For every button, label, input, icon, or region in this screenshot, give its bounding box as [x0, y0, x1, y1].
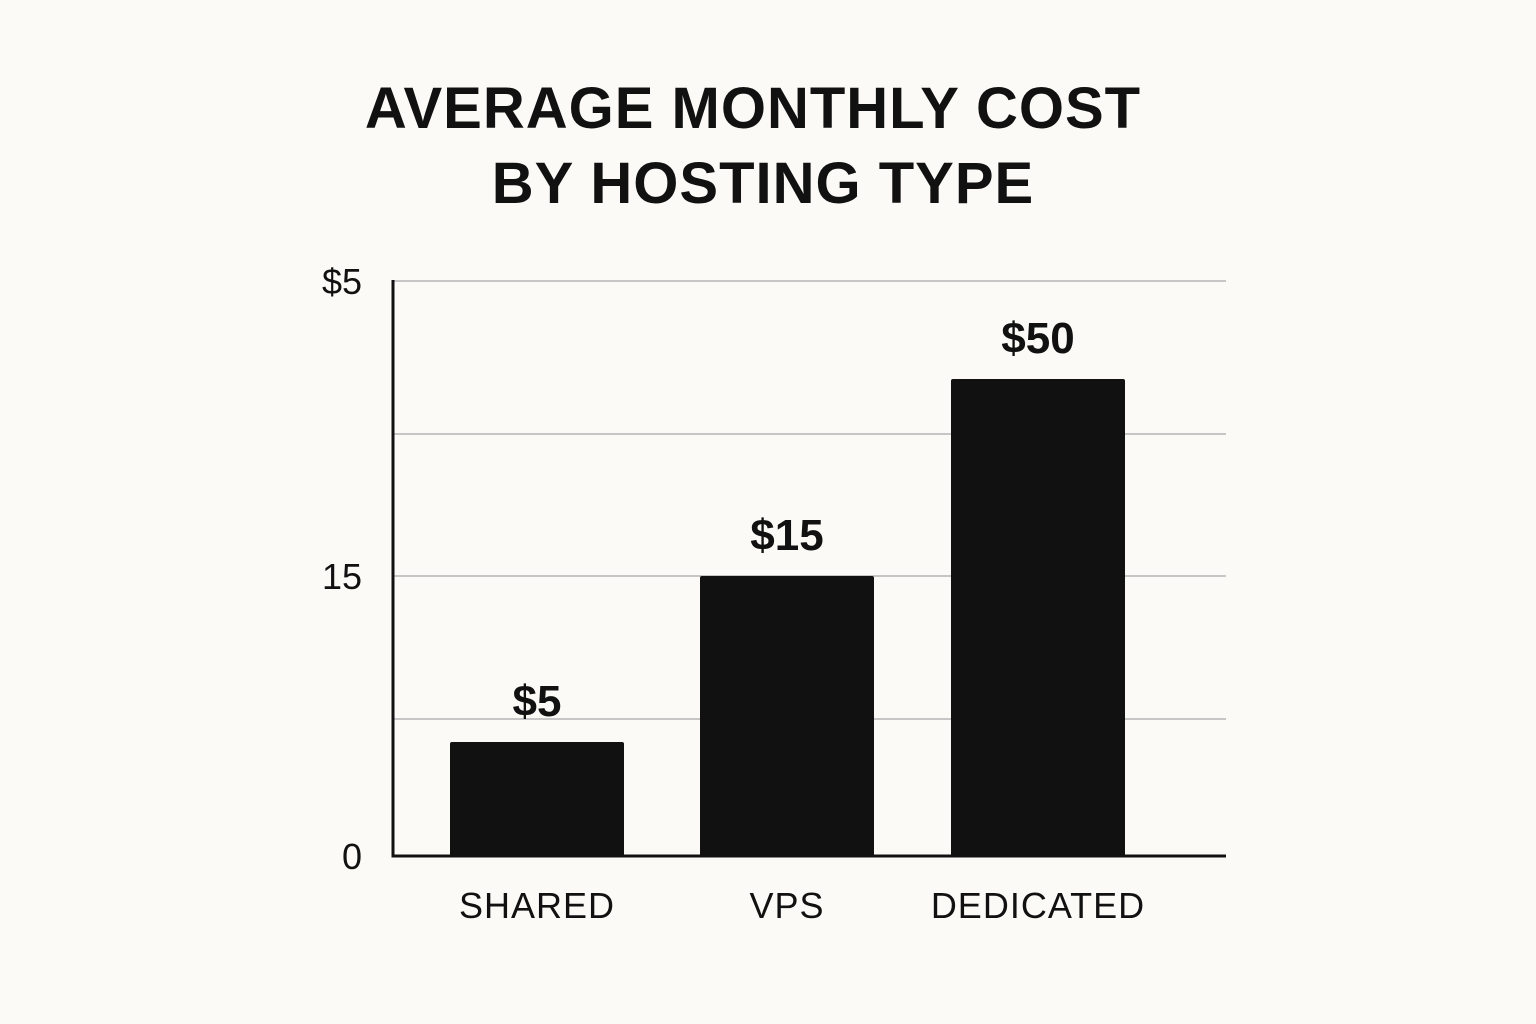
category-label-dedicated: DEDICATED: [931, 885, 1145, 926]
value-label-vps: $15: [750, 511, 823, 560]
bars: [450, 379, 1125, 856]
value-label-shared: $5: [513, 677, 562, 726]
chart-title-line-1: AVERAGE MONTHLY COST: [365, 76, 1141, 141]
bar-shared: [450, 742, 624, 856]
y-tick-label-2: 15: [322, 556, 362, 597]
axes: [391, 280, 1226, 858]
bar-value-labels: $5 $15 $50: [513, 314, 1075, 726]
x-axis-category-labels: SHARED VPS DEDICATED: [459, 885, 1145, 926]
category-label-vps: VPS: [749, 885, 824, 926]
value-label-dedicated: $50: [1001, 314, 1074, 363]
y-tick-label-4: 0: [342, 836, 362, 877]
bar-dedicated: [951, 379, 1125, 856]
y-tick-label-0: $5: [322, 261, 362, 302]
y-axis-tick-labels: $5 15 0: [322, 261, 362, 877]
category-label-shared: SHARED: [459, 885, 615, 926]
bar-vps: [700, 576, 874, 856]
chart-title-line-2: BY HOSTING TYPE: [492, 151, 1034, 216]
chart-title: AVERAGE MONTHLY COST BY HOSTING TYPE: [365, 76, 1141, 216]
